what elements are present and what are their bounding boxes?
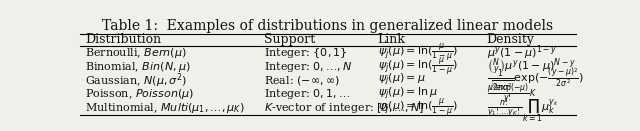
Text: Link: Link (378, 33, 406, 46)
Text: Gaussian, $N(\mu,\sigma^2)$: Gaussian, $N(\mu,\sigma^2)$ (85, 71, 187, 90)
Text: Multinomial, $\mathit{Multi}(\mu_1,\ldots,\mu_K)$: Multinomial, $\mathit{Multi}(\mu_1,\ldot… (85, 101, 244, 115)
Text: $\binom{N}{y}\mu^y(1-\mu)^{N-y}$: $\binom{N}{y}\mu^y(1-\mu)^{N-y}$ (486, 56, 575, 78)
Text: $\mu^y(1-\mu)^{1-y}$: $\mu^y(1-\mu)^{1-y}$ (486, 43, 557, 62)
Text: $\psi_j(\mu) = \ln(\frac{\mu}{1-\mu})$: $\psi_j(\mu) = \ln(\frac{\mu}{1-\mu})$ (378, 96, 458, 119)
Text: $\psi_j(\mu) = \mu$: $\psi_j(\mu) = \mu$ (378, 72, 426, 88)
Text: Integer: $0,1,\ldots$: Integer: $0,1,\ldots$ (264, 87, 350, 101)
Text: Table 1:  Examples of distributions in generalized linear models: Table 1: Examples of distributions in ge… (102, 19, 554, 33)
Text: Density: Density (486, 33, 535, 46)
Text: Poisson, $\mathit{Poisson}(\mu)$: Poisson, $\mathit{Poisson}(\mu)$ (85, 87, 194, 101)
Text: $\frac{1}{\sqrt{2\pi\sigma^2}}\exp(-\frac{(y-\mu)^2}{2\sigma^2})$: $\frac{1}{\sqrt{2\pi\sigma^2}}\exp(-\fra… (486, 67, 584, 94)
Text: Integer: $\{0,1\}$: Integer: $\{0,1\}$ (264, 46, 347, 60)
Text: Integer: $0,\ldots,N$: Integer: $0,\ldots,N$ (264, 60, 352, 74)
Text: Support: Support (264, 33, 315, 46)
Text: $\frac{n!}{y_1!\ldots y_K!}\prod_{k=1}^{K}\mu_k^{y_k}$: $\frac{n!}{y_1!\ldots y_K!}\prod_{k=1}^{… (486, 89, 559, 126)
Text: Distribution: Distribution (85, 33, 161, 46)
Text: Binomial, $\mathit{Bin}(N,\mu)$: Binomial, $\mathit{Bin}(N,\mu)$ (85, 60, 191, 74)
Text: Real: $(-\infty,\infty)$: Real: $(-\infty,\infty)$ (264, 74, 339, 87)
Text: $\psi_j(\mu) = \ln(\frac{\mu}{1-\mu})$: $\psi_j(\mu) = \ln(\frac{\mu}{1-\mu})$ (378, 41, 458, 64)
Text: $K$-vector of integer: $[0,\ldots,N]$: $K$-vector of integer: $[0,\ldots,N]$ (264, 101, 424, 115)
Text: $\frac{\mu^y\exp(-\mu)}{y!}$: $\frac{\mu^y\exp(-\mu)}{y!}$ (486, 81, 529, 107)
Text: Bernoulli, $\mathit{Bern}(\mu)$: Bernoulli, $\mathit{Bern}(\mu)$ (85, 46, 187, 60)
Text: $\psi_j(\mu) = \ln(\frac{\mu}{1-\mu})$: $\psi_j(\mu) = \ln(\frac{\mu}{1-\mu})$ (378, 55, 458, 78)
Text: $\psi_j(\mu) = \ln\mu$: $\psi_j(\mu) = \ln\mu$ (378, 86, 437, 102)
